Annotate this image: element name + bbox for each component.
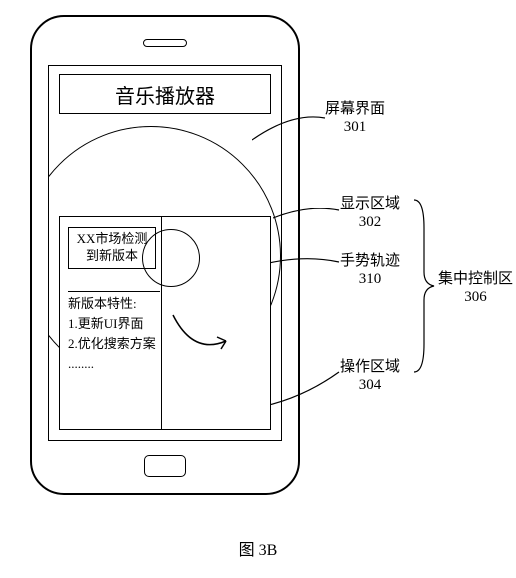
- label-display-num: 302: [340, 213, 400, 231]
- label-operate: 操作区域 304: [340, 358, 400, 394]
- leader-301: [252, 112, 327, 142]
- phone-outline: 音乐播放器 XX市场检测 到新版本 新版本特性: 1.更新UI界面 2.优化搜索…: [30, 15, 300, 495]
- label-screen: 屏幕界面 301: [325, 100, 385, 136]
- feature-header: 新版本特性:: [68, 291, 160, 314]
- label-screen-num: 301: [325, 118, 385, 136]
- display-area-302: XX市场检测 到新版本 新版本特性: 1.更新UI界面 2.优化搜索方案 ...…: [59, 216, 271, 430]
- gesture-arrow-icon: [168, 307, 238, 357]
- notice-line1: XX市场检测: [71, 231, 153, 248]
- label-control-text: 集中控制区: [438, 271, 513, 287]
- label-screen-text: 屏幕界面: [325, 101, 385, 117]
- patent-figure: 音乐播放器 XX市场检测 到新版本 新版本特性: 1.更新UI界面 2.优化搜索…: [0, 0, 516, 578]
- app-title-bar: 音乐播放器: [59, 74, 271, 114]
- feature-ellipsis: ........: [68, 354, 160, 374]
- inner-circle: [142, 229, 200, 287]
- notice-line2: 到新版本: [71, 248, 153, 265]
- home-button: [144, 455, 186, 477]
- figure-caption: 图 3B: [0, 536, 516, 560]
- label-control: 集中控制区 306: [438, 270, 513, 306]
- feature-list: 新版本特性: 1.更新UI界面 2.优化搜索方案 ........: [68, 291, 160, 375]
- label-gesture-num: 310: [340, 270, 400, 288]
- feature-item-2: 2.优化搜索方案: [68, 334, 160, 354]
- label-control-num: 306: [438, 288, 513, 306]
- label-gesture-text: 手势轨迹: [340, 253, 400, 269]
- app-title: 音乐播放器: [115, 80, 215, 109]
- feature-item-1: 1.更新UI界面: [68, 314, 160, 334]
- label-operate-num: 304: [340, 376, 400, 394]
- label-display-text: 显示区域: [340, 196, 400, 212]
- phone-speaker: [143, 39, 187, 47]
- leader-302: [273, 208, 341, 222]
- label-display: 显示区域 302: [340, 195, 400, 231]
- label-gesture: 手势轨迹 310: [340, 252, 400, 288]
- screen-301: 音乐播放器 XX市场检测 到新版本 新版本特性: 1.更新UI界面 2.优化搜索…: [48, 65, 282, 441]
- label-operate-text: 操作区域: [340, 359, 400, 375]
- brace-icon: [410, 198, 436, 374]
